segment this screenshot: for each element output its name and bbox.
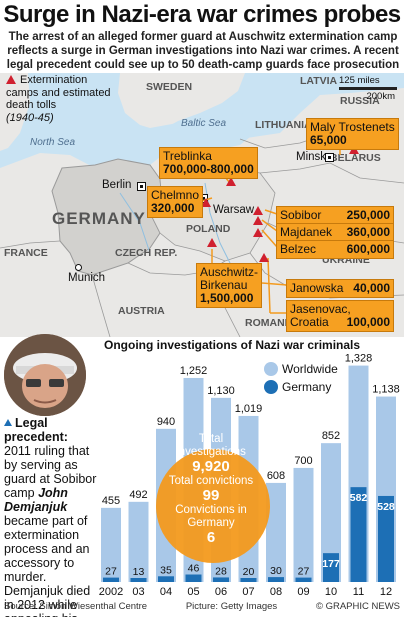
camp-marker-auschwitz <box>207 238 217 247</box>
camp-marker-janowska <box>259 253 269 262</box>
total-convictions-label: Total convictions <box>168 475 254 487</box>
legend-text: Extermination camps and estimated death … <box>6 74 111 111</box>
camp-toll-majdanek: 360,000 <box>346 225 390 239</box>
legend-years: (1940-45) <box>6 111 54 124</box>
footer-credit: © GRAPHIC NEWS <box>315 601 400 612</box>
label-austria: AUSTRIA <box>118 305 165 317</box>
camp-marker-belzec <box>253 228 263 237</box>
scale-km: 200km <box>366 91 395 102</box>
legal-precedent: Legal precedent: 2011 ruling that by ser… <box>4 416 100 617</box>
page-title: Surge in Nazi-era war crimes probes <box>3 1 401 28</box>
label-czech: CZECH REP. <box>115 247 178 259</box>
camp-marker-majdanek <box>253 216 263 225</box>
scale-bar <box>339 87 397 90</box>
camp-name-auschwitz-1: Auschwitz- <box>200 265 259 279</box>
camp-box-majdanek: Majdanek 360,000 <box>276 223 394 242</box>
camp-name-sobibor: Sobibor <box>280 208 322 222</box>
camp-box-auschwitz: Auschwitz- Birkenau 1,500,000 <box>196 263 263 308</box>
camp-name-jasenovac-1: Jasenovac, <box>290 302 351 316</box>
germany-convictions-value: 6 <box>206 529 216 546</box>
precedent-heading: Legal precedent: <box>4 416 68 444</box>
legend-germany: Germany <box>264 380 338 394</box>
label-belarus: BELARUS <box>330 152 381 164</box>
legend-swatch-germany <box>264 380 278 394</box>
camp-toll-belzec: 600,000 <box>346 242 390 256</box>
legend-worldwide: Worldwide <box>264 362 338 376</box>
camp-toll-sobibor: 250,000 <box>346 208 390 222</box>
city-berlin-label: Berlin <box>102 179 132 191</box>
camp-marker-chelmno <box>201 198 211 207</box>
camp-toll-treblinka: 700,000-800,000 <box>163 162 254 176</box>
camp-jasenovac-row: Croatia 100,000 <box>290 316 390 329</box>
total-investigations-label: Total investigations <box>176 433 246 458</box>
camp-toll-auschwitz: 1,500,000 <box>200 291 254 305</box>
label-romania: ROMANIA <box>245 317 296 329</box>
chart-title: Ongoing investigations of Nazi war crimi… <box>104 338 361 352</box>
page-subtitle: The arrest of an alleged former guard at… <box>6 31 400 71</box>
city-minsk-label: Minsk <box>296 151 327 163</box>
camp-box-jasenovac: Jasenovac, Croatia 100,000 <box>286 300 394 332</box>
camp-toll-jasenovac: 100,000 <box>346 315 390 329</box>
total-investigations-value: 9,920 <box>192 458 230 475</box>
camp-marker-treblinka <box>226 177 236 186</box>
city-munich-label: Munich <box>68 272 106 284</box>
label-sweden: SWEDEN <box>146 81 193 93</box>
map-legend: Extermination camps and estimated death … <box>6 74 116 124</box>
demjanjuk-photo <box>4 334 86 416</box>
legend-swatch-worldwide <box>264 362 278 376</box>
chart-legend: Worldwide Germany <box>264 362 338 398</box>
legend-label-worldwide: Worldwide <box>282 362 338 376</box>
camp-name-janowska: Janowska <box>290 281 344 295</box>
precedent-heading-row: Legal precedent: <box>4 416 100 444</box>
precedent-text-2: became part of extermination process and… <box>4 514 91 617</box>
camp-box-janowska: Janowska 40,000 <box>286 279 394 298</box>
camp-toll-janowska: 40,000 <box>353 281 390 295</box>
precedent-text-1: 2011 ruling that by serving as guard at … <box>4 444 97 500</box>
triangle-icon <box>4 419 12 426</box>
camp-toll-chelmno: 320,000 <box>151 201 195 215</box>
camp-name-maly: Maly Trostenets <box>310 120 395 134</box>
city-minsk-marker <box>325 153 334 162</box>
camp-name-chelmno: Chelmno <box>151 188 200 202</box>
footer: Source: Simon Wiesenthal Centre Picture:… <box>4 601 400 612</box>
summary-bubble: Total investigations 9,920 Total convict… <box>166 433 256 563</box>
camp-box-sobibor: Sobibor 250,000 <box>276 206 394 225</box>
label-poland: POLAND <box>186 223 231 235</box>
label-north-sea: North Sea <box>30 137 76 148</box>
city-warsaw-label: Warsaw <box>213 204 255 216</box>
camp-name-majdanek: Majdanek <box>280 225 333 239</box>
label-russia: RUSSIA <box>340 95 380 107</box>
total-convictions-value: 99 <box>202 487 220 504</box>
footer-source: Source: Simon Wiesenthal Centre <box>4 601 148 612</box>
scale-miles: 125 miles <box>339 75 380 86</box>
precedent-name: John Demjanjuk <box>4 486 68 514</box>
legend-label-germany: Germany <box>282 380 332 394</box>
footer-picture: Picture: Getty Images <box>185 601 278 612</box>
map-scale: 125 miles 200km <box>339 75 399 102</box>
map: SWEDEN LATVIA RUSSIA LITHUANIA BELARUS G… <box>0 73 404 337</box>
camp-box-belzec: Belzec 600,000 <box>276 240 394 259</box>
city-munich-marker <box>75 264 82 271</box>
label-baltic-sea: Baltic Sea <box>181 118 227 129</box>
camp-name-belzec: Belzec <box>280 242 317 256</box>
city-berlin-marker <box>137 182 146 191</box>
camp-name-treblinka: Treblinka <box>163 149 212 163</box>
camp-box-chelmno: Chelmno 320,000 <box>147 186 204 218</box>
camp-box-maly: Maly Trostenets 65,000 <box>306 118 399 150</box>
label-germany: GERMANY <box>52 209 146 228</box>
label-france: FRANCE <box>4 247 48 259</box>
germany-convictions-label-2: Germany <box>187 517 235 529</box>
camp-name-auschwitz-2: Birkenau <box>200 278 248 292</box>
triangle-marker-icon <box>6 75 16 84</box>
germany-convictions-label-1: Convictions in <box>175 504 247 516</box>
camp-marker-sobibor <box>253 206 263 215</box>
camp-toll-maly: 65,000 <box>310 133 347 147</box>
camp-name-jasenovac-2: Croatia <box>290 315 329 329</box>
label-latvia: LATVIA <box>300 75 338 87</box>
camp-box-treblinka: Treblinka 700,000-800,000 <box>159 147 258 179</box>
label-lithuania: LITHUANIA <box>255 119 312 131</box>
